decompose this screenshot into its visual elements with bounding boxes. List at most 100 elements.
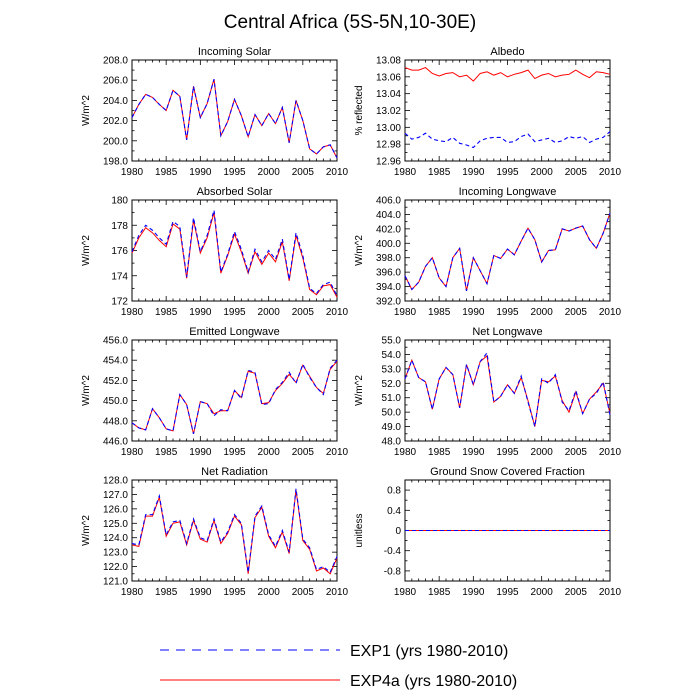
- y-tick-label: -0.4: [384, 546, 402, 557]
- plot-frame: [404, 199, 611, 302]
- y-axis-label: W/m^2: [81, 375, 92, 406]
- y-axis-label: W/m^2: [354, 235, 365, 266]
- y-tick-label: 204.0: [103, 96, 128, 107]
- x-tick-label: 1980: [394, 307, 417, 318]
- x-tick-label: 1980: [121, 587, 144, 598]
- series-line-exp1: [131, 209, 338, 297]
- y-tick-label: 12.98: [376, 140, 401, 151]
- panel-net-longwave: Net Longwave W/m^2 1980 1985 1990 1995 2000 200…: [354, 326, 622, 458]
- x-tick-label: 1980: [394, 167, 417, 178]
- x-tick-label: 2000: [531, 307, 554, 318]
- x-tick-label: 2000: [258, 167, 281, 178]
- legend: EXP1 (yrs 1980-2010) EXP4a (yrs 1980-201…: [160, 643, 517, 690]
- panel-title: Emitted Longwave: [189, 326, 280, 338]
- plot-frame: [131, 479, 338, 582]
- series-line-exp4a: [404, 354, 611, 427]
- x-tick-label: 1995: [223, 447, 246, 458]
- y-tick-label: 54.0: [382, 350, 402, 361]
- x-tick-label: 1995: [223, 307, 246, 318]
- y-tick-label: 121.0: [103, 577, 128, 588]
- y-tick-label: 180: [111, 196, 128, 207]
- x-tick-label: 1985: [155, 307, 178, 318]
- y-tick-label: 0.8: [387, 486, 401, 497]
- x-tick-label: 2005: [292, 307, 315, 318]
- series-line-exp4a: [131, 79, 338, 159]
- x-tick-label: 2000: [531, 447, 554, 458]
- y-axis-label: W/m^2: [81, 95, 92, 126]
- x-tick-label: 2010: [326, 307, 349, 318]
- x-tick-label: 1995: [223, 167, 246, 178]
- y-tick-label: 402.0: [376, 224, 401, 235]
- x-tick-label: 2000: [258, 447, 281, 458]
- y-tick-label: 396.0: [376, 268, 401, 279]
- series-line-exp1: [131, 359, 338, 435]
- y-tick-label: 452.0: [103, 376, 128, 387]
- x-tick-label: 2010: [326, 167, 349, 178]
- x-tick-label: 1990: [462, 307, 485, 318]
- y-tick-label: 125.0: [103, 519, 128, 530]
- y-tick-label: 202.0: [103, 116, 128, 127]
- x-tick-label: 1985: [428, 167, 451, 178]
- x-tick-label: 2005: [565, 307, 588, 318]
- y-tick-label: 400.0: [376, 239, 401, 250]
- panel-net-radiation: Net Radiation W/m^2 1980 1985 1990 1995 2000 20…: [81, 466, 349, 598]
- panel-absorbed-solar: Absorbed Solar W/m^2 1980 1985 1990 1995 2000 2…: [81, 186, 349, 318]
- x-tick-label: 2005: [565, 587, 588, 598]
- panel-emitted-longwave: Emitted Longwave W/m^2 1980 1985 1990 1995 200…: [81, 326, 349, 458]
- x-tick-label: 1985: [428, 587, 451, 598]
- y-tick-label: 456.0: [103, 336, 128, 347]
- series-line-exp1: [404, 131, 611, 149]
- y-tick-label: 13.02: [376, 106, 401, 117]
- y-tick-label: 13.06: [376, 72, 401, 83]
- panel-title: Incoming Solar: [198, 46, 272, 58]
- y-tick-label: 448.0: [103, 416, 128, 427]
- plot-frame: [131, 59, 338, 162]
- y-tick-label: 208.0: [103, 56, 128, 67]
- y-tick-label: 454.0: [103, 356, 128, 367]
- y-tick-label: 128.0: [103, 476, 128, 487]
- series-line-exp4a: [404, 212, 611, 292]
- panel-incoming-longwave: Incoming Longwave W/m^2 1980 1985 1990 1995 20…: [354, 186, 622, 318]
- y-tick-label: 13.00: [376, 123, 401, 134]
- panel-title: Incoming Longwave: [459, 186, 557, 198]
- x-tick-label: 1990: [189, 447, 212, 458]
- panel-title: Absorbed Solar: [197, 186, 273, 198]
- x-tick-label: 2000: [258, 307, 281, 318]
- x-tick-label: 1995: [496, 167, 519, 178]
- x-tick-label: 2010: [326, 587, 349, 598]
- x-tick-label: 1990: [462, 587, 485, 598]
- series-line-exp1: [404, 351, 611, 427]
- x-tick-label: 1990: [462, 447, 485, 458]
- y-tick-label: 394.0: [376, 282, 401, 293]
- x-tick-label: 2000: [258, 587, 281, 598]
- panel-title: Net Radiation: [201, 466, 268, 478]
- y-tick-label: 198.0: [103, 157, 128, 168]
- y-tick-label: 123.0: [103, 548, 128, 559]
- y-tick-label: 0: [395, 526, 401, 537]
- panel-title: Albedo: [490, 46, 524, 58]
- x-tick-label: 2010: [599, 167, 622, 178]
- series-line-exp1: [404, 212, 611, 292]
- plot-frame: [131, 199, 338, 302]
- x-tick-label: 2010: [599, 587, 622, 598]
- x-tick-label: 1995: [496, 587, 519, 598]
- x-tick-label: 1985: [155, 587, 178, 598]
- series-line-exp4a: [131, 490, 338, 575]
- y-tick-label: 13.04: [376, 89, 401, 100]
- legend-label-exp4a: EXP4a (yrs 1980-2010): [350, 673, 517, 690]
- y-axis-label: W/m^2: [81, 235, 92, 266]
- x-tick-label: 1990: [189, 587, 212, 598]
- y-tick-label: 174: [111, 271, 128, 282]
- x-tick-label: 1985: [155, 447, 178, 458]
- y-tick-label: 55.0: [382, 336, 402, 347]
- y-tick-label: 53.0: [382, 364, 402, 375]
- y-tick-label: 49.0: [382, 422, 402, 433]
- series-line-exp4a: [404, 67, 611, 82]
- y-tick-label: 126.0: [103, 504, 128, 515]
- x-tick-label: 1990: [462, 167, 485, 178]
- series-line-exp1: [131, 79, 338, 159]
- panel-ground-snow-covered-fraction: Ground Snow Covered Fraction unitless 1980…: [354, 466, 622, 598]
- x-tick-label: 1990: [189, 167, 212, 178]
- panel-title: Ground Snow Covered Fraction: [430, 466, 585, 478]
